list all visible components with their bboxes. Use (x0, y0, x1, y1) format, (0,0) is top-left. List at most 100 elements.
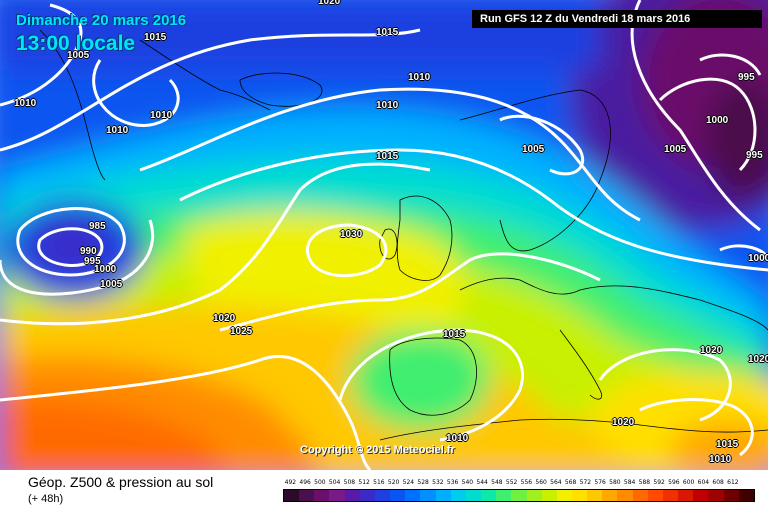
isobar-label: 990 (80, 246, 97, 257)
isobar-label: 1020 (700, 345, 723, 356)
scale-value: 520 (387, 479, 400, 486)
legend-title: Géop. Z500 & pression au sol (28, 474, 214, 490)
british-isles (379, 195, 453, 281)
scale-value: 604 (697, 479, 710, 486)
scale-value: 560 (535, 479, 547, 486)
isobar-label: 1010 (446, 433, 469, 444)
scale-swatch (708, 490, 724, 501)
scale-value: 544 (476, 479, 488, 486)
italy-coast (559, 329, 603, 400)
scale-swatch (587, 490, 603, 501)
forecast-date: Dimanche 20 mars 2016 (16, 12, 187, 29)
scale-value: 540 (461, 479, 474, 486)
scale-swatch (617, 490, 633, 501)
isobar-label: 985 (89, 221, 106, 232)
scale-value: 532 (432, 479, 444, 486)
geopotential-field (0, 0, 768, 470)
scale-value: 572 (579, 479, 592, 486)
isobar-label: 1010 (14, 98, 37, 109)
scale-value: 592 (653, 479, 665, 486)
map-canvas (0, 0, 768, 470)
isobar-label: 1015 (144, 32, 167, 43)
scale-value: 512 (358, 479, 370, 486)
scale-value: 588 (638, 479, 651, 486)
copyright-text: Copyright © 2015 Meteociel.fr (300, 444, 455, 456)
scale-swatch (359, 490, 375, 501)
isobar-label: 1000 (94, 264, 117, 275)
scale-value: 612 (727, 479, 739, 486)
north-africa-coast (379, 418, 768, 441)
scale-swatch (374, 490, 391, 501)
scale-value: 516 (373, 479, 385, 486)
scale-value: 492 (284, 479, 297, 486)
scale-value: 608 (712, 479, 724, 486)
isobar-label: 1015 (376, 151, 399, 162)
scale-swatch (693, 490, 709, 501)
scale-value: 556 (520, 479, 533, 486)
scale-swatch (284, 490, 300, 501)
isobar-label: 1020 (318, 0, 341, 7)
scale-value: 528 (417, 479, 429, 486)
isobar-label: 1015 (443, 329, 466, 340)
isobar-label: 1000 (748, 253, 768, 264)
color-scale: 492 496 500 504 508 512 516 520 524 528 532 536 540 5… (283, 479, 755, 502)
weather-map: Dimanche 20 mars 2016 13:00 locale Run G… (0, 0, 768, 470)
isobar-label: 1015 (716, 439, 739, 450)
scale-swatch (511, 490, 527, 501)
scale-swatch (571, 490, 588, 501)
isobar-label: 1020 (612, 417, 635, 428)
scale-swatch (314, 490, 330, 501)
scale-swatch (465, 490, 482, 501)
isobar-label: 1020 (213, 313, 236, 324)
scale-swatch (329, 490, 345, 501)
iceland-coast (239, 72, 323, 107)
isobar-label: 1005 (664, 144, 687, 155)
isobar-label: 1010 (150, 110, 173, 121)
scale-value: 536 (446, 479, 459, 486)
scale-value: 564 (550, 479, 562, 486)
scandinavia-coast (459, 89, 611, 252)
isobar-label: 995 (84, 256, 101, 267)
scale-value: 568 (564, 479, 577, 486)
scale-swatch (723, 490, 739, 501)
scale-value: 552 (505, 479, 518, 486)
isobar-label: 1005 (100, 279, 123, 290)
iberia-coast (389, 337, 477, 416)
scale-swatch (481, 490, 497, 501)
legend-subtitle: (+ 48h) (28, 493, 64, 505)
model-run-label: Run GFS 12 Z du Vendredi 18 mars 2016 (472, 10, 762, 28)
forecast-local-time: 13:00 locale (16, 32, 136, 55)
scale-value: 500 (314, 479, 326, 486)
greenland-coast (39, 29, 271, 181)
scale-swatch (526, 490, 542, 501)
scale-swatch (541, 490, 557, 501)
isobar-label: 1020 (748, 354, 768, 365)
scale-value: 504 (328, 479, 341, 486)
scale-swatch (632, 490, 648, 501)
isobar-label: 1010 (709, 454, 732, 465)
scale-value: 580 (609, 479, 621, 486)
scale-swatch (450, 490, 466, 501)
scale-swatch (678, 490, 694, 501)
scale-bar (283, 489, 755, 502)
scale-swatch (420, 490, 436, 501)
isobar-label: 1010 (106, 125, 129, 136)
isobar-label: 1010 (376, 100, 399, 111)
scale-value: 508 (343, 479, 356, 486)
isobar-label: 1025 (230, 326, 253, 337)
isobar-label: 1010 (408, 72, 431, 83)
scale-swatch (390, 490, 406, 501)
scale-swatch (344, 490, 360, 501)
scale-swatch (556, 490, 572, 501)
isobar-label: 1005 (67, 50, 90, 61)
isobar-label: 1000 (706, 115, 729, 126)
scale-value: 600 (682, 479, 695, 486)
scale-swatch (435, 490, 451, 501)
scale-value: 496 (299, 479, 311, 486)
isobar-label: 995 (738, 72, 755, 83)
scale-value: 584 (623, 479, 636, 486)
scale-swatch (405, 490, 421, 501)
scale-swatch (602, 490, 618, 501)
legend: Géop. Z500 & pression au sol (+ 48h) 492… (0, 470, 768, 512)
scale-swatch (496, 490, 512, 501)
